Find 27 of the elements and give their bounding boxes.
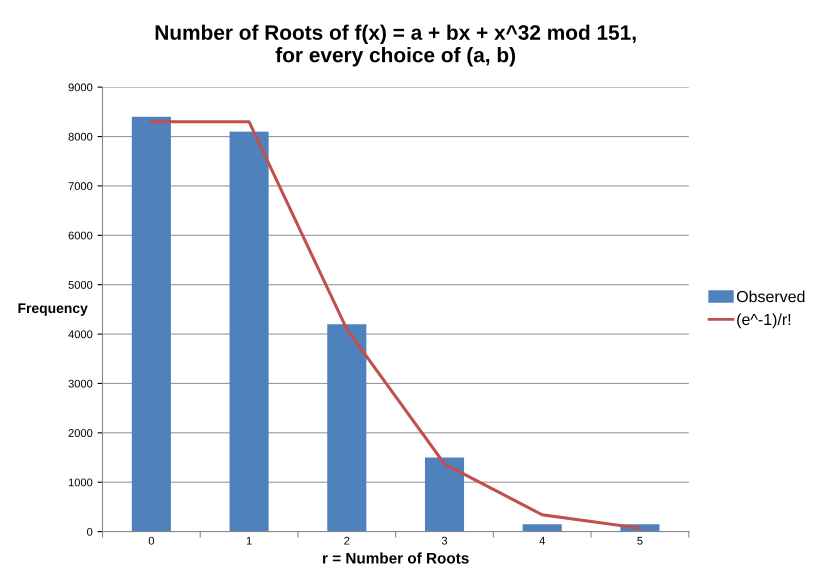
- x-tick-label: 5: [637, 536, 643, 545]
- bar: [424, 458, 464, 532]
- bar: [327, 324, 366, 532]
- x-tick-label: 2: [344, 536, 350, 545]
- x-axis-title: r = Number of Roots: [323, 552, 469, 564]
- y-tick-label: 3000: [68, 380, 92, 388]
- y-tick-label: 2000: [68, 429, 92, 437]
- y-tick-label: 8000: [68, 132, 92, 141]
- x-tick-label: 0: [148, 536, 154, 545]
- bar: [230, 132, 269, 532]
- y-tick-label: 9000: [68, 83, 92, 92]
- legend-label: Observed: [736, 290, 804, 302]
- y-tick-label: 0: [87, 528, 92, 536]
- y-tick-label: 6000: [68, 232, 92, 240]
- y-tick-label: 4000: [68, 330, 92, 338]
- x-tick-label: 3: [442, 536, 448, 545]
- bar: [132, 116, 171, 532]
- y-tick-label: 5000: [68, 280, 92, 289]
- legend-label: (e^-1)/r!: [737, 313, 790, 328]
- line-series: [150, 120, 642, 530]
- x-tick-label: 4: [539, 536, 545, 545]
- y-tick-label: 7000: [68, 182, 92, 190]
- chart-title: Number of Roots of f(x) = a + bx + x^32 mod 151, for every choice of (a, b): [156, 24, 636, 66]
- x-tick-label: 1: [246, 536, 252, 545]
- bar: [522, 524, 562, 532]
- y-axis-title: Frequency: [18, 303, 88, 316]
- y-tick-label: 1000: [68, 478, 92, 486]
